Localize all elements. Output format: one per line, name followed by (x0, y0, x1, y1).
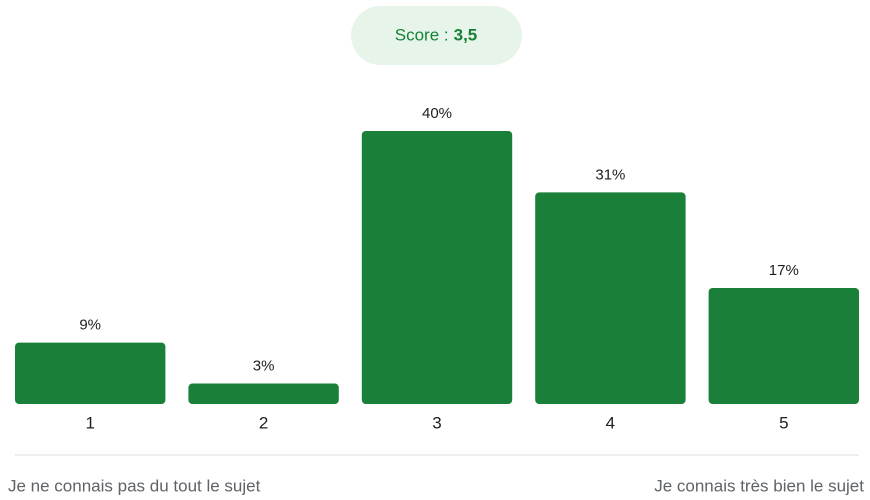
max-label: Je connais très bien le sujet (654, 476, 864, 495)
score-value: 3,5 (454, 26, 478, 45)
x-tick-label: 5 (779, 413, 788, 432)
bar (535, 192, 686, 404)
value-label: 3% (253, 357, 275, 374)
min-label: Je ne connais pas du tout le sujet (8, 476, 261, 495)
score: Score : 3,5 (395, 26, 478, 45)
value-label: 17% (769, 262, 799, 279)
score-badge (351, 6, 522, 65)
bar (15, 342, 166, 404)
value-label: 31% (595, 166, 625, 183)
bar (708, 287, 859, 404)
bar (188, 383, 339, 404)
x-tick-label: 3 (432, 413, 441, 432)
bar (361, 131, 513, 404)
score-label: Score : (395, 26, 449, 45)
x-tick-label: 1 (85, 413, 94, 432)
value-label: 40% (422, 105, 452, 122)
x-tick-label: 2 (259, 413, 268, 432)
value-label: 9% (79, 317, 101, 334)
x-tick-label: 4 (606, 413, 615, 432)
